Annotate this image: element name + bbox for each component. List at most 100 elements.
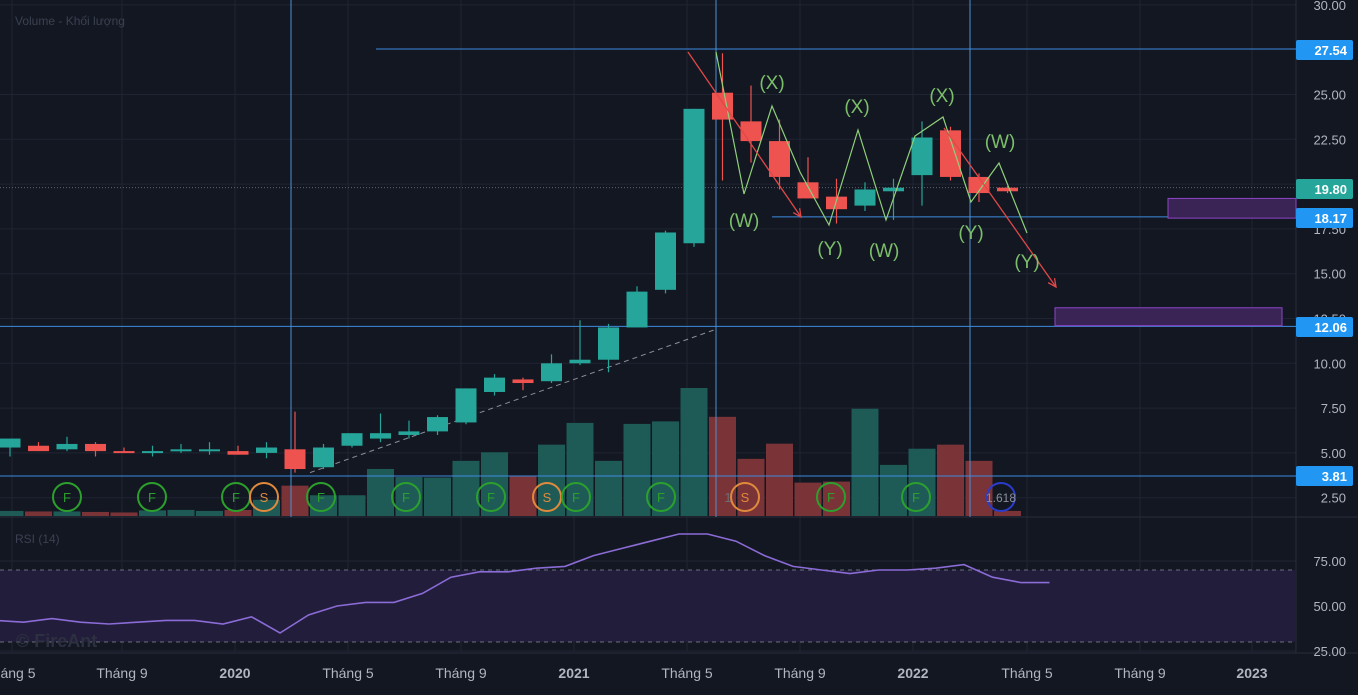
volume-bar	[53, 511, 81, 516]
price-tag-bg	[1296, 317, 1353, 337]
candle-body[interactable]	[626, 291, 648, 328]
volume-bar	[82, 511, 109, 516]
price-tag-label: 19.80	[1314, 182, 1347, 197]
candle-body[interactable]	[569, 359, 591, 364]
event-marker-text: S	[543, 490, 552, 505]
candle-body[interactable]	[313, 447, 334, 468]
volume-bar	[0, 510, 24, 516]
candle-body[interactable]	[455, 388, 477, 423]
volume-bar	[538, 444, 565, 516]
event-marker-circle[interactable]	[52, 482, 82, 512]
candle-body[interactable]	[968, 176, 990, 194]
price-tick: 7.50	[1321, 401, 1346, 416]
candle-body[interactable]	[797, 182, 819, 199]
candle-body[interactable]	[911, 137, 933, 176]
candle-body[interactable]	[398, 431, 420, 435]
event-marker-circle[interactable]	[730, 482, 760, 512]
volume-series	[0, 388, 1021, 516]
candle-body[interactable]	[541, 363, 562, 382]
time-tick: Tháng 9	[435, 665, 487, 681]
wave-label: (W)	[729, 211, 760, 232]
event-marker-circle[interactable]	[249, 482, 279, 512]
candle-body[interactable]	[227, 451, 249, 455]
rsi-band	[0, 570, 1296, 642]
arrow-head	[792, 208, 802, 219]
wave-label: (Y)	[958, 223, 983, 244]
candle-body[interactable]	[0, 438, 21, 448]
time-tick: Tháng 5	[661, 665, 713, 681]
event-marker-text: F	[572, 490, 580, 505]
candle-body[interactable]	[113, 451, 135, 454]
volume-bar	[509, 476, 537, 516]
event-marker-circle[interactable]	[986, 482, 1016, 512]
rsi-tick: 50.00	[1313, 599, 1346, 614]
event-marker-circle[interactable]	[137, 482, 167, 512]
candle-body[interactable]	[854, 189, 876, 206]
volume-bar	[367, 468, 394, 516]
candle-body[interactable]	[712, 92, 733, 120]
candles	[0, 53, 1018, 473]
candle-body[interactable]	[740, 121, 762, 142]
time-axis: áng 5 Tháng 9 2020 Tháng 5 Tháng 9 2021 Tháng …	[0, 665, 1267, 681]
event-marker-circle[interactable]	[646, 482, 676, 512]
event-marker-circle[interactable]	[476, 482, 506, 512]
wave-labels: (X) (W) (Y) (X) (W) (Y) (X) (W) (Y)	[729, 73, 1040, 273]
arrow-head	[1047, 278, 1057, 289]
wave-label: (Y)	[1014, 252, 1039, 273]
candle-body[interactable]	[598, 327, 619, 360]
price-tag-bg	[1296, 179, 1353, 199]
volume-bar	[880, 464, 907, 516]
event-marker-circle[interactable]	[306, 482, 336, 512]
price-tags: 27.54 19.80 18.17 12.06 3.81	[1296, 40, 1353, 486]
candle-body[interactable]	[940, 130, 961, 177]
target-zone-lower[interactable]	[1054, 307, 1283, 327]
rsi-line	[0, 533, 1050, 634]
candle-body[interactable]	[199, 449, 220, 452]
volume-panel-label: Volume - Khối lượng	[15, 14, 125, 28]
candle-body[interactable]	[883, 187, 904, 192]
event-marker-circle[interactable]	[816, 482, 846, 512]
volume-bar	[908, 448, 936, 516]
event-marker-circle[interactable]	[391, 482, 421, 512]
event-marker-text: F	[827, 490, 835, 505]
wave-label: (W)	[869, 241, 900, 262]
event-marker-circle[interactable]	[561, 482, 591, 512]
event-marker-text: F	[657, 490, 665, 505]
candle-body[interactable]	[655, 232, 676, 290]
volume-bar	[196, 510, 223, 516]
candle-body[interactable]	[512, 379, 534, 384]
candle-body[interactable]	[769, 141, 790, 177]
candle-body[interactable]	[826, 196, 847, 210]
arrow-line[interactable]	[943, 127, 1057, 288]
event-marker-text: F	[148, 490, 156, 505]
event-marker-text: F	[63, 490, 71, 505]
candle-body[interactable]	[85, 443, 106, 452]
candle-body[interactable]	[284, 449, 306, 470]
candle-body[interactable]	[28, 445, 49, 452]
candle-body[interactable]	[256, 447, 277, 453]
time-tick: áng 5	[0, 665, 35, 681]
candle-body[interactable]	[370, 433, 391, 439]
price-axis: 30.0025.0022.5017.5015.0012.5010.007.505…	[1313, 0, 1346, 506]
candle-body[interactable]	[427, 417, 448, 432]
time-tick: Tháng 9	[774, 665, 826, 681]
candle-body[interactable]	[484, 377, 505, 392]
candle-body[interactable]	[997, 187, 1018, 192]
candle-body[interactable]	[56, 443, 78, 450]
event-marker-circle[interactable]	[901, 482, 931, 512]
candle-body[interactable]	[142, 451, 163, 454]
candle-body[interactable]	[170, 449, 192, 452]
wave-zigzag[interactable]	[715, 51, 1028, 234]
candle-body[interactable]	[683, 108, 705, 244]
price-tag-label: 12.06	[1314, 320, 1347, 335]
target-zone-upper[interactable]	[1167, 197, 1297, 219]
event-marker-text: F	[402, 490, 410, 505]
candle-body[interactable]	[341, 433, 363, 446]
time-tick: Tháng 5	[1001, 665, 1053, 681]
price-tick: 5.00	[1321, 446, 1346, 461]
price-tick: 25.00	[1313, 88, 1346, 103]
arrow-line[interactable]	[687, 51, 802, 218]
price-tag-bg	[1296, 40, 1353, 60]
